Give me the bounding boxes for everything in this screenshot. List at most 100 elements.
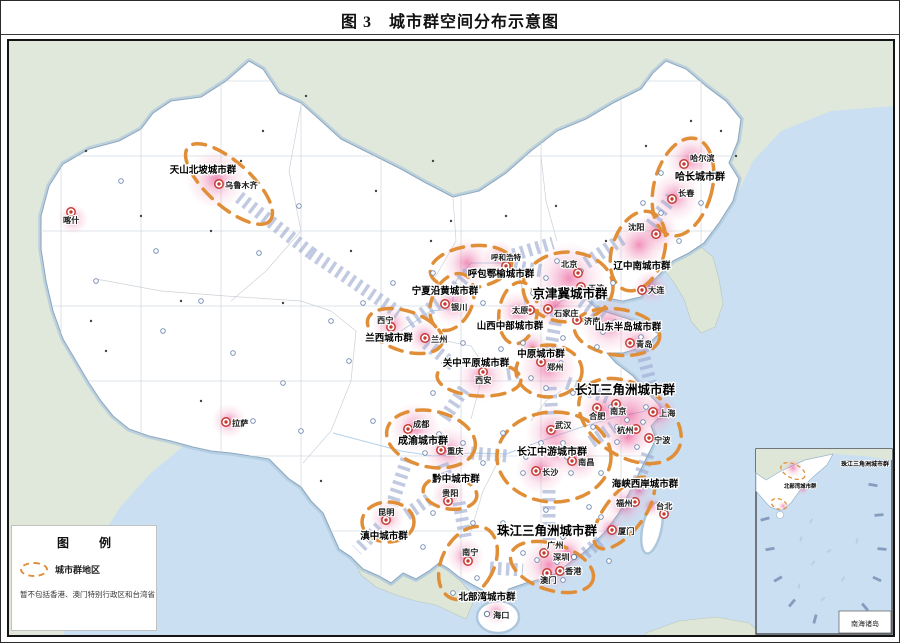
cluster-ellipse bbox=[608, 209, 668, 293]
nine-dash-mark bbox=[765, 546, 775, 552]
cluster-label: 珠江三角洲城市群 bbox=[497, 523, 598, 538]
minor-city-dot bbox=[638, 334, 644, 340]
heat-blob bbox=[665, 133, 717, 185]
city-label: 长沙 bbox=[542, 467, 559, 477]
nine-dash-mark bbox=[861, 602, 869, 612]
minor-city-dot bbox=[570, 390, 576, 396]
minor-city-dot bbox=[420, 544, 426, 550]
city-label: 郑州 bbox=[547, 362, 563, 372]
minor-city-dot bbox=[430, 390, 436, 396]
cluster-ellipse bbox=[421, 474, 479, 512]
minor-city-dot bbox=[711, 170, 717, 176]
minor-city-dot bbox=[298, 428, 304, 434]
minor-city-dot bbox=[543, 275, 549, 281]
cluster-label: 宁夏沿黄城市群 bbox=[412, 285, 479, 297]
major-city-dot-core bbox=[534, 469, 538, 473]
cluster-ellipse bbox=[508, 539, 596, 595]
heat-blob bbox=[58, 204, 88, 234]
minor-city-dot bbox=[520, 550, 526, 556]
heat-blob bbox=[641, 394, 679, 432]
tiny-town-dot bbox=[504, 214, 508, 218]
tiny-town-dot bbox=[304, 94, 308, 98]
neighbor-countries bbox=[352, 246, 757, 635]
inset-corner-label: 南海诸岛 bbox=[851, 619, 879, 628]
cluster-label: 天山北坡城市群 bbox=[170, 164, 237, 176]
tiny-town-dot bbox=[449, 219, 453, 223]
minor-city-dot bbox=[530, 290, 536, 296]
cluster-label: 京津冀城市群 bbox=[532, 286, 608, 301]
city-label: 银川 bbox=[450, 302, 467, 312]
heat-blob bbox=[432, 283, 474, 325]
city-label: 西宁 bbox=[377, 315, 393, 325]
minor-city-dot bbox=[586, 504, 592, 510]
minor-city-dot bbox=[460, 440, 466, 446]
minor-city-dot bbox=[658, 170, 664, 176]
major-city-dot-core bbox=[628, 341, 632, 345]
city-label: 喀什 bbox=[63, 215, 79, 225]
minor-city-dot bbox=[614, 439, 620, 445]
major-city-dot-core bbox=[654, 232, 658, 236]
major-city-dot-core bbox=[443, 302, 447, 306]
city-label: 贵阳 bbox=[442, 488, 458, 498]
minor-city-dot bbox=[590, 424, 596, 430]
tiny-town-dot bbox=[281, 301, 285, 305]
cluster-ellipse bbox=[183, 141, 275, 227]
nine-dash-mark bbox=[874, 513, 884, 517]
minor-city-dot bbox=[698, 200, 704, 206]
heat-blob bbox=[457, 352, 507, 402]
major-city-dot-core bbox=[634, 427, 638, 431]
city-label: 青岛 bbox=[636, 339, 652, 349]
major-city-dot-core bbox=[647, 436, 651, 440]
major-city-dot-core bbox=[539, 360, 543, 364]
major-city-dot-core bbox=[545, 571, 549, 575]
city-label: 太原 bbox=[511, 305, 528, 315]
legend-title: 图 例 bbox=[56, 536, 120, 550]
tiny-town-dot bbox=[104, 349, 108, 353]
city-label: 大连 bbox=[648, 285, 665, 295]
minor-city-dot bbox=[250, 418, 256, 424]
corridor-band bbox=[385, 456, 414, 508]
minor-city-dot bbox=[653, 260, 659, 266]
cluster-label: 长江三角洲城市群 bbox=[575, 382, 676, 397]
major-city-dot-core bbox=[579, 285, 583, 289]
cluster-label: 长江中游城市群 bbox=[517, 445, 587, 458]
cluster-ellipse bbox=[521, 250, 615, 324]
corridor-band bbox=[307, 247, 403, 319]
city-label: 呼和浩特 bbox=[491, 252, 521, 262]
major-city-dot-core bbox=[546, 307, 550, 311]
minor-city-dot bbox=[543, 385, 549, 391]
major-city-dot-core bbox=[481, 370, 485, 374]
heat-blob bbox=[538, 432, 576, 470]
corridor-band bbox=[630, 451, 655, 488]
minor-city-dot bbox=[390, 280, 396, 286]
heat-blob bbox=[446, 537, 484, 575]
minor-city-dot bbox=[520, 340, 526, 346]
minor-city-dot bbox=[598, 470, 604, 476]
major-city-dot-core bbox=[576, 271, 580, 275]
tiny-town-dot bbox=[209, 229, 213, 233]
major-city-dot-core bbox=[651, 410, 655, 414]
map-legend: 图 例 城市群地区 暂不包括香港、澳门特别行政区和台湾省 bbox=[11, 525, 157, 631]
minor-city-dot bbox=[554, 258, 560, 264]
minor-city-dot bbox=[658, 210, 664, 216]
major-city-dot-core bbox=[670, 197, 674, 201]
legend-item-label: 城市群地区 bbox=[55, 565, 101, 575]
tiny-town-dot bbox=[734, 154, 738, 158]
minor-city-dot bbox=[93, 278, 99, 284]
cluster-ellipse bbox=[572, 306, 662, 358]
minor-city-dot bbox=[436, 431, 442, 437]
minor-city-dot bbox=[676, 238, 682, 244]
city-dots bbox=[66, 94, 738, 618]
major-city-dot-core bbox=[466, 559, 470, 563]
cluster-ellipse bbox=[360, 500, 416, 544]
minor-city-dot bbox=[612, 319, 618, 325]
minor-city-dot bbox=[230, 350, 236, 356]
major-city-dot-core bbox=[570, 459, 574, 463]
cluster-ellipse bbox=[496, 280, 540, 346]
cluster-ellipse bbox=[514, 343, 584, 399]
cluster-ellipse bbox=[435, 358, 523, 398]
minor-city-dot bbox=[528, 375, 534, 381]
